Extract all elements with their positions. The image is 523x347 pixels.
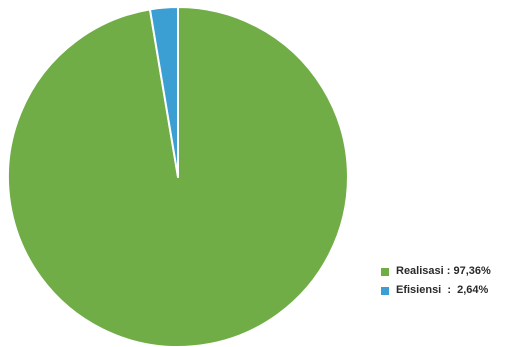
chart-legend: Realisasi : 97,36% Efisiensi : 2,64% <box>381 262 491 300</box>
pie-slice-efisiensi <box>148 5 179 178</box>
legend-label-realisasi: Realisasi : 97,36% <box>396 265 491 277</box>
legend-item-efisiensi: Efisiensi : 2,64% <box>381 281 491 300</box>
pie-slices <box>6 5 349 347</box>
legend-swatch-efisiensi <box>381 286 389 295</box>
legend-swatch-realisasi <box>381 267 389 276</box>
legend-item-realisasi: Realisasi : 97,36% <box>381 262 491 281</box>
legend-label-efisiensi: Efisiensi : 2,64% <box>396 284 489 296</box>
